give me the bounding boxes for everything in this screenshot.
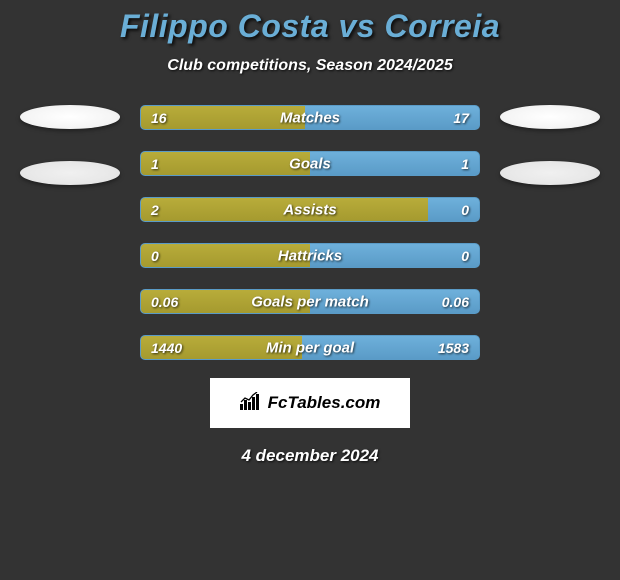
stat-value-right: 1583 (438, 340, 469, 356)
stat-bar-left (141, 152, 310, 175)
right-shapes (500, 105, 600, 185)
stat-label: Matches (280, 109, 340, 126)
stat-value-left: 1440 (151, 340, 182, 356)
stat-label: Hattricks (278, 247, 342, 264)
stat-label: Min per goal (266, 339, 354, 356)
stat-value-right: 0 (461, 202, 469, 218)
left-shapes (20, 105, 120, 185)
stat-value-right: 1 (461, 156, 469, 172)
stat-label: Goals per match (251, 293, 369, 310)
logo-box[interactable]: FcTables.com (210, 378, 410, 428)
stat-bar-right (310, 152, 479, 175)
stat-bar-right (428, 198, 479, 221)
logo-text: FcTables.com (268, 393, 381, 413)
stat-row: 1440 Min per goal 1583 (140, 335, 480, 360)
stat-value-left: 2 (151, 202, 159, 218)
player2-shape-1 (500, 105, 600, 129)
stat-label: Assists (283, 201, 336, 218)
player1-shape-1 (20, 105, 120, 129)
stat-value-left: 0.06 (151, 294, 178, 310)
stat-row: 0 Hattricks 0 (140, 243, 480, 268)
stats-area: 16 Matches 17 1 Goals 1 2 Assists 0 0 Hattricks 0 0.… (0, 105, 620, 360)
stat-value-right: 0.06 (442, 294, 469, 310)
player2-shape-2 (500, 161, 600, 185)
stat-label: Goals (289, 155, 331, 172)
date-text: 4 december 2024 (0, 446, 620, 466)
stat-row: 0.06 Goals per match 0.06 (140, 289, 480, 314)
stat-row: 2 Assists 0 (140, 197, 480, 222)
stat-value-left: 16 (151, 110, 167, 126)
stat-value-left: 0 (151, 248, 159, 264)
stat-bars: 16 Matches 17 1 Goals 1 2 Assists 0 0 Hattricks 0 0.… (140, 105, 480, 360)
stat-value-right: 17 (453, 110, 469, 126)
player1-shape-2 (20, 161, 120, 185)
subtitle: Club competitions, Season 2024/2025 (0, 57, 620, 75)
stat-value-right: 0 (461, 248, 469, 264)
logo-chart-icon (240, 392, 262, 415)
stat-row: 1 Goals 1 (140, 151, 480, 176)
page-title: Filippo Costa vs Correia (0, 8, 620, 45)
stat-value-left: 1 (151, 156, 159, 172)
stat-row: 16 Matches 17 (140, 105, 480, 130)
comparison-container: Filippo Costa vs Correia Club competitio… (0, 0, 620, 466)
